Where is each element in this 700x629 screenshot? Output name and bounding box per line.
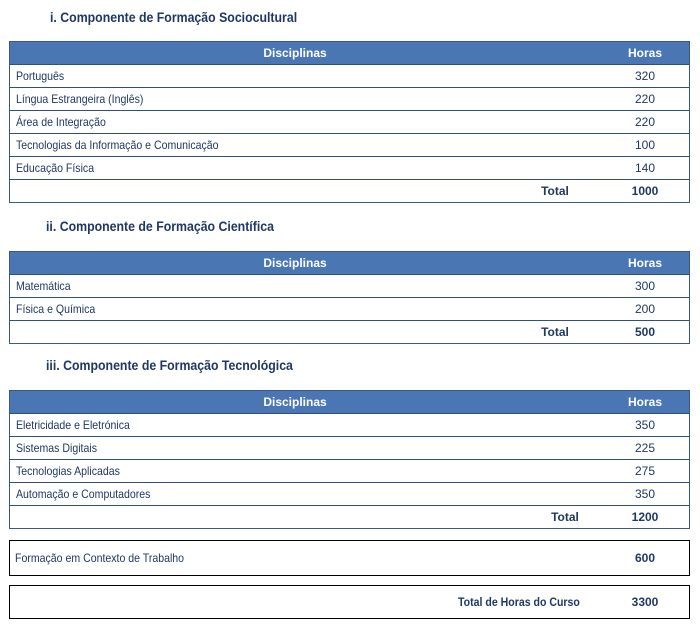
table-cientifica: Disciplinas Horas Matemática 300 Física … xyxy=(9,251,690,344)
fct-box: Formação em Contexto de Trabalho 600 xyxy=(9,540,690,576)
course-total-hours: 3300 xyxy=(631,595,659,609)
discipline-name: Tecnologias da Informação e Comunicação xyxy=(16,138,219,152)
discipline-hours: 320 xyxy=(634,69,656,83)
discipline-hours: 220 xyxy=(634,92,656,106)
header-horas: Horas xyxy=(627,46,662,60)
total-label: Total xyxy=(551,510,579,524)
header-disciplinas: Disciplinas xyxy=(263,395,327,409)
discipline-hours: 200 xyxy=(634,302,656,316)
discipline-name: Automação e Computadores xyxy=(16,487,151,501)
table-row: Matemática 300 xyxy=(10,274,689,297)
header-horas: Horas xyxy=(627,395,662,409)
discipline-name: Português xyxy=(16,69,65,83)
course-total-box: Total de Horas do Curso 3300 xyxy=(9,585,690,619)
table-sociocultural: Disciplinas Horas Português 320 Língua E… xyxy=(9,41,690,203)
table-row: Automação e Computadores 350 xyxy=(10,482,689,505)
table-row: Língua Estrangeira (Inglês) 220 xyxy=(10,87,689,110)
discipline-name: Sistemas Digitais xyxy=(16,441,97,455)
discipline-hours: 275 xyxy=(634,464,656,478)
total-row: Total 1200 xyxy=(10,505,689,528)
discipline-name: Educação Física xyxy=(16,161,95,175)
header-disciplinas: Disciplinas xyxy=(263,256,327,270)
discipline-name: Língua Estrangeira (Inglês) xyxy=(16,92,144,106)
header-horas: Horas xyxy=(627,256,662,270)
table-row: Tecnologias Aplicadas 275 xyxy=(10,459,689,482)
table-row: Português 320 xyxy=(10,64,689,87)
table-row: Tecnologias da Informação e Comunicação … xyxy=(10,133,689,156)
discipline-hours: 350 xyxy=(634,487,656,501)
discipline-name: Tecnologias Aplicadas xyxy=(16,464,120,478)
section-heading-cientifica: ii. Componente de Formação Científica xyxy=(46,218,274,234)
table-tecnologica: Disciplinas Horas Eletricidade e Eletrón… xyxy=(9,390,690,529)
table-header: Disciplinas Horas xyxy=(10,42,689,64)
total-hours: 500 xyxy=(634,325,656,339)
fct-label: Formação em Contexto de Trabalho xyxy=(15,551,185,565)
table-header: Disciplinas Horas xyxy=(10,391,689,413)
discipline-name: Área de Integração xyxy=(16,115,106,129)
table-row: Educação Física 140 xyxy=(10,156,689,179)
table-row: Eletricidade e Eletrónica 350 xyxy=(10,413,689,436)
discipline-hours: 220 xyxy=(634,115,656,129)
discipline-hours: 350 xyxy=(634,418,656,432)
total-hours: 1000 xyxy=(631,184,659,198)
section-heading-tecnologica: iii. Componente de Formação Tecnológica xyxy=(46,357,293,373)
header-disciplinas: Disciplinas xyxy=(263,46,327,60)
total-label: Total xyxy=(541,325,569,339)
discipline-hours: 100 xyxy=(634,138,656,152)
table-row: Área de Integração 220 xyxy=(10,110,689,133)
total-row: Total 500 xyxy=(10,320,689,343)
total-hours: 1200 xyxy=(631,510,659,524)
discipline-hours: 225 xyxy=(634,441,656,455)
table-row: Física e Química 200 xyxy=(10,297,689,320)
discipline-hours: 300 xyxy=(634,279,656,293)
discipline-name: Matemática xyxy=(16,279,71,293)
discipline-name: Eletricidade e Eletrónica xyxy=(16,418,130,432)
table-row: Sistemas Digitais 225 xyxy=(10,436,689,459)
course-total-label: Total de Horas do Curso xyxy=(458,595,580,609)
fct-hours: 600 xyxy=(634,551,656,565)
section-heading-sociocultural: i. Componente de Formação Sociocultural xyxy=(50,9,298,25)
discipline-name: Física e Química xyxy=(16,302,96,316)
total-label: Total xyxy=(541,184,569,198)
discipline-hours: 140 xyxy=(634,161,656,175)
total-row: Total 1000 xyxy=(10,179,689,202)
table-header: Disciplinas Horas xyxy=(10,252,689,274)
